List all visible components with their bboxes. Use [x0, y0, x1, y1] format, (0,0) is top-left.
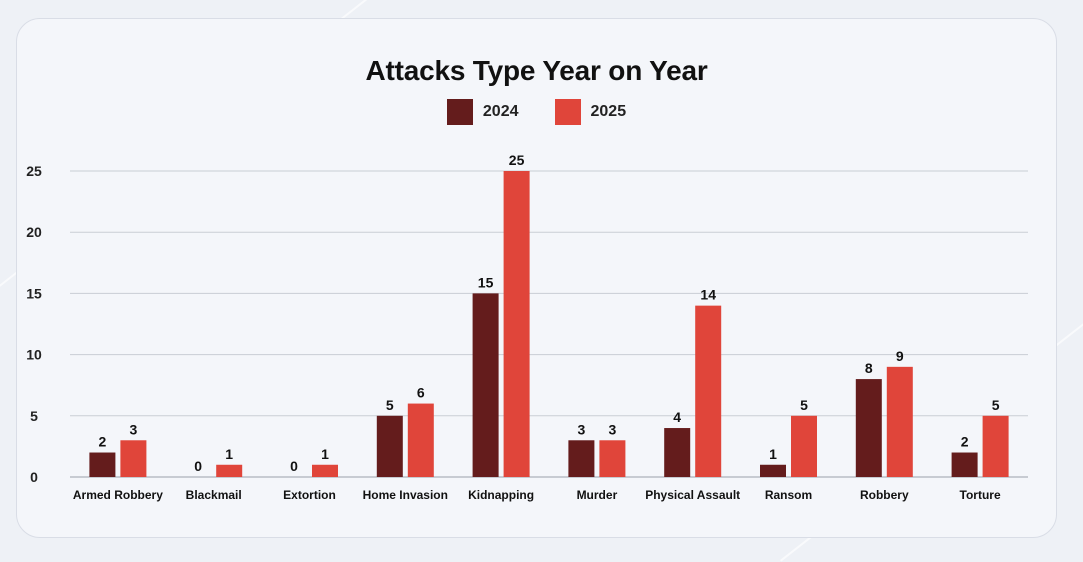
bar-torture-2025	[982, 415, 1009, 477]
bar-torture-2024	[951, 452, 978, 477]
x-tick-label-robbery: Robbery	[860, 488, 909, 502]
data-label-torture-2025: 5	[992, 397, 1000, 413]
data-label-murder-2024: 3	[578, 421, 586, 437]
bar-home-invasion-2024	[376, 415, 403, 477]
bar-robbery-2025	[886, 366, 913, 477]
data-label-home-invasion-2025: 6	[417, 385, 425, 401]
legend-label-2025: 2025	[590, 103, 627, 120]
bar-home-invasion-2025	[407, 403, 434, 477]
y-tick-label-15: 15	[26, 285, 42, 301]
y-tick-label-25: 25	[26, 163, 42, 179]
data-label-armed-robbery-2024: 2	[99, 434, 107, 450]
legend-swatch-2025	[554, 99, 581, 125]
data-label-ransom-2024: 1	[769, 446, 777, 462]
legend-swatch-2024	[446, 99, 473, 125]
y-tick-label-10: 10	[26, 347, 42, 363]
data-label-physical-assault-2024: 4	[673, 409, 681, 425]
bar-ransom-2024	[760, 464, 786, 477]
bar-physical-assault-2025	[695, 305, 722, 477]
data-label-torture-2024: 2	[961, 434, 969, 450]
x-tick-label-ransom: Ransom	[765, 488, 812, 502]
data-label-home-invasion-2024: 5	[386, 397, 394, 413]
x-tick-label-blackmail: Blackmail	[186, 488, 242, 502]
bar-kidnapping-2024	[472, 293, 499, 477]
data-label-kidnapping-2025: 25	[509, 152, 525, 168]
data-label-extortion-2024: 0	[290, 458, 298, 474]
x-tick-label-murder: Murder	[577, 488, 618, 502]
x-tick-label-torture: Torture	[960, 488, 1001, 502]
bar-blackmail-2025	[216, 464, 243, 477]
y-tick-label-5: 5	[30, 408, 38, 424]
x-tick-label-extortion: Extortion	[283, 488, 336, 502]
chart-legend: 2024 2025	[17, 99, 1056, 125]
x-tick-label-physical-assault: Physical Assault	[645, 488, 740, 502]
bar-murder-2025	[599, 440, 626, 477]
chart-title: Attacks Type Year on Year	[365, 55, 708, 86]
x-tick-label-home-invasion: Home Invasion	[363, 488, 448, 502]
data-label-robbery-2025: 9	[896, 348, 904, 364]
bar-armed-robbery-2024	[89, 452, 116, 477]
data-label-blackmail-2025: 1	[225, 446, 233, 462]
bar-physical-assault-2024	[664, 428, 691, 477]
x-tick-label-armed-robbery: Armed Robbery	[73, 488, 163, 502]
data-label-ransom-2025: 5	[800, 397, 808, 413]
legend-item-2024: 2024	[446, 99, 519, 125]
data-label-physical-assault-2025: 14	[700, 287, 716, 303]
x-tick-label-kidnapping: Kidnapping	[468, 488, 534, 502]
legend-label-2024: 2024	[482, 103, 519, 120]
y-tick-label-20: 20	[26, 224, 42, 240]
data-label-kidnapping-2024: 15	[478, 274, 494, 290]
data-label-murder-2025: 3	[609, 421, 617, 437]
data-label-extortion-2025: 1	[321, 446, 329, 462]
bar-robbery-2024	[855, 379, 882, 477]
bar-extortion-2025	[312, 464, 338, 477]
y-tick-label-0: 0	[30, 469, 38, 485]
bar-kidnapping-2025	[503, 171, 530, 477]
bar-armed-robbery-2025	[120, 440, 147, 477]
chart-card: Attacks Type Year on Year 2024 2025	[16, 18, 1057, 538]
data-label-blackmail-2024: 0	[194, 458, 202, 474]
data-label-robbery-2024: 8	[865, 360, 873, 376]
bar-murder-2024	[568, 440, 595, 477]
bar-ransom-2025	[791, 415, 817, 477]
data-label-armed-robbery-2025: 3	[130, 421, 138, 437]
legend-item-2025: 2025	[554, 99, 627, 125]
